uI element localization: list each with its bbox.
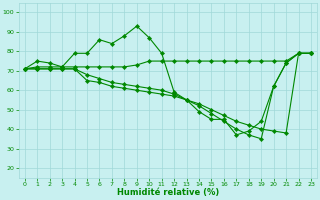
X-axis label: Humidité relative (%): Humidité relative (%) (117, 188, 219, 197)
